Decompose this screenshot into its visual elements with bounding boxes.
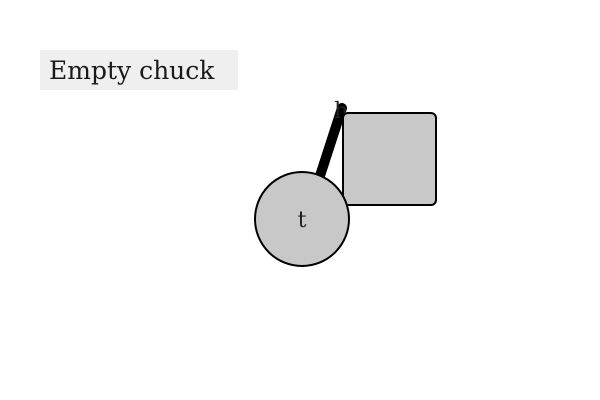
diagram-title: Empty chuck <box>49 55 215 85</box>
title-box: Empty chuck <box>40 50 238 90</box>
connector-edge <box>313 103 347 187</box>
circle-node <box>254 171 350 267</box>
circle-node-label: t <box>298 208 307 233</box>
rect-node <box>342 112 437 206</box>
